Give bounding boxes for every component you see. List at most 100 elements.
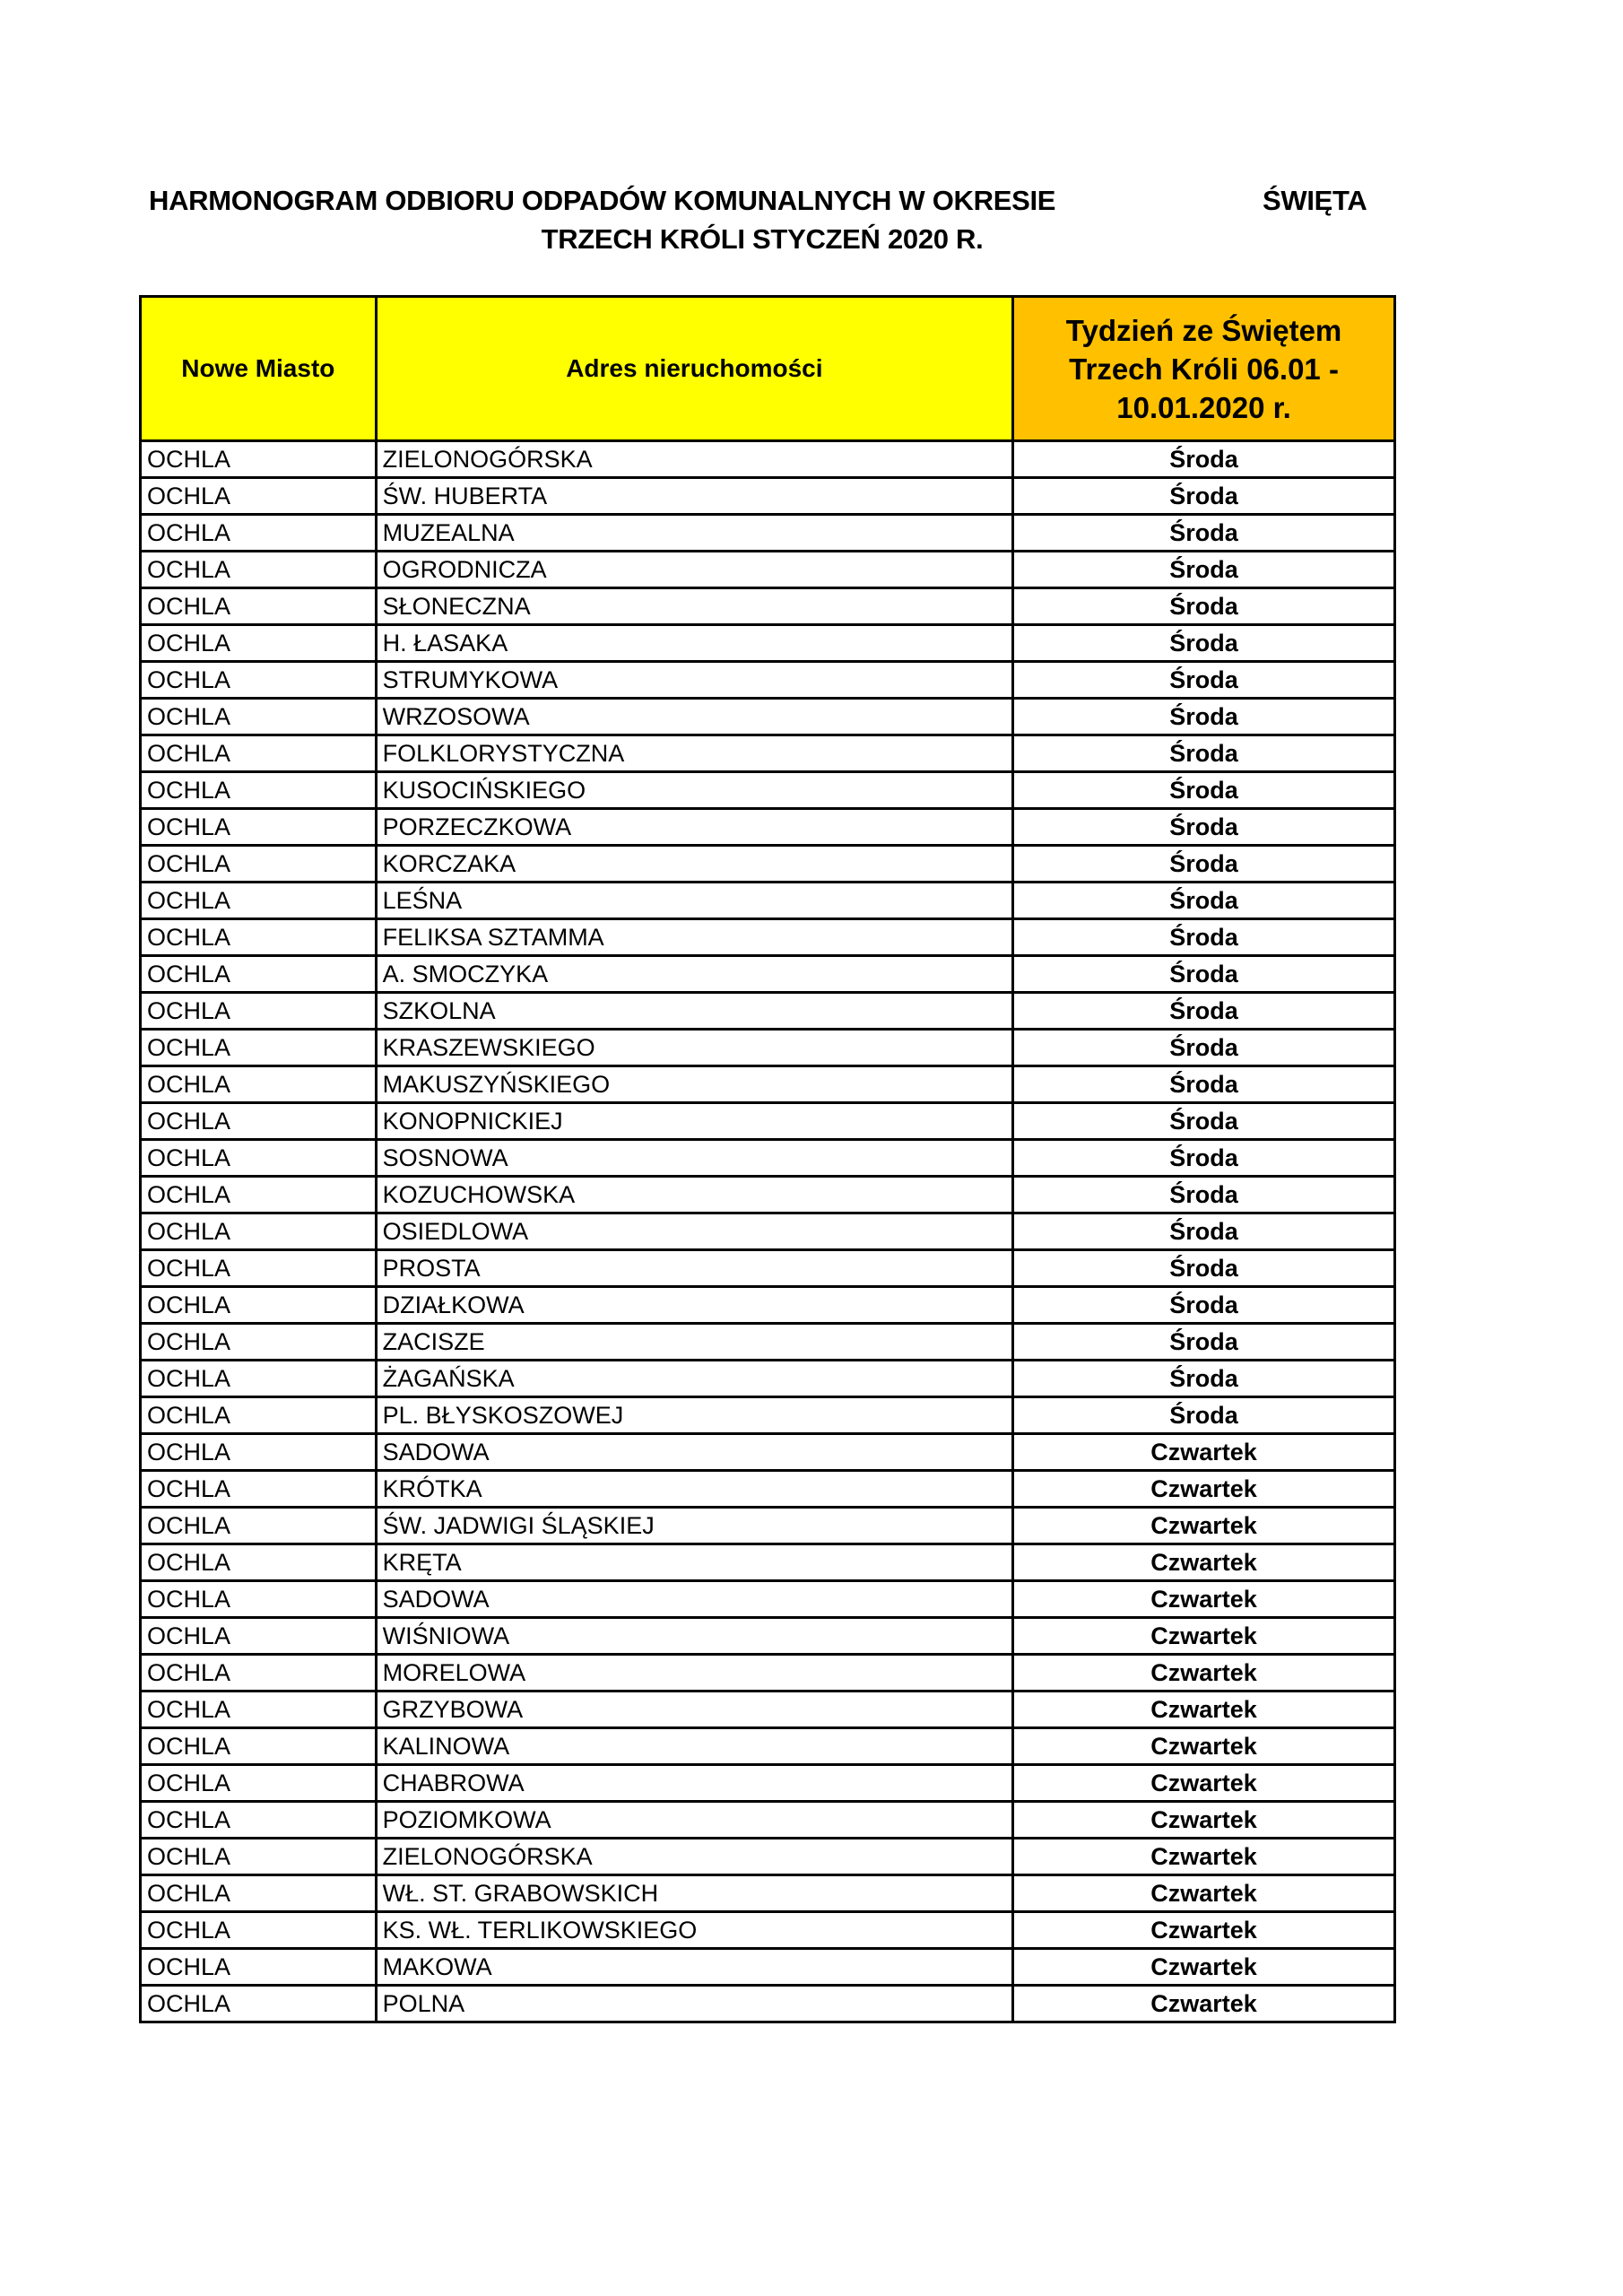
district-cell: OCHLA xyxy=(139,1910,378,1950)
address-cell: KUSOCIŃSKIEGO xyxy=(374,770,1015,810)
address-cell: ZIELONOGÓRSKA xyxy=(374,1837,1015,1876)
pickup-day-cell: Środa xyxy=(1011,1248,1396,1288)
district-cell: OCHLA xyxy=(139,550,378,589)
pickup-day-cell: Czwartek xyxy=(1011,1800,1396,1839)
district-cell: OCHLA xyxy=(139,1837,378,1876)
table-row: OCHLA A. SMOCZYKA Środa xyxy=(139,954,1396,994)
district-cell: OCHLA xyxy=(139,1763,378,1803)
pickup-day-cell: Środa xyxy=(1011,697,1396,736)
district-cell: OCHLA xyxy=(139,770,378,810)
district-cell: OCHLA xyxy=(139,697,378,736)
table-row: OCHLA SADOWA Czwartek xyxy=(139,1432,1396,1472)
table-row: OCHLA KUSOCIŃSKIEGO Środa xyxy=(139,770,1396,810)
address-cell: KS. WŁ. TERLIKOWSKIEGO xyxy=(374,1910,1015,1950)
table-row: OCHLA WŁ. ST. GRABOWSKICH Czwartek xyxy=(139,1874,1396,1913)
table-row: OCHLA FOLKLORYSTYCZNA Środa xyxy=(139,734,1396,773)
pickup-day-cell: Środa xyxy=(1011,734,1396,773)
district-cell: OCHLA xyxy=(139,1175,378,1214)
table-row: OCHLA LEŚNA Środa xyxy=(139,881,1396,920)
address-cell: MAKUSZYŃSKIEGO xyxy=(374,1065,1015,1104)
table-row: OCHLA SZKOLNA Środa xyxy=(139,991,1396,1031)
address-cell: POLNA xyxy=(374,1984,1015,2023)
district-cell: OCHLA xyxy=(139,1984,378,2023)
table-row: OCHLA KRASZEWSKIEGO Środa xyxy=(139,1028,1396,1067)
table-row: OCHLA ŚW. HUBERTA Środa xyxy=(139,476,1396,516)
pickup-day-cell: Czwartek xyxy=(1011,1616,1396,1656)
address-cell: MAKOWA xyxy=(374,1947,1015,1987)
address-cell: STRUMYKOWA xyxy=(374,660,1015,700)
district-cell: OCHLA xyxy=(139,1800,378,1839)
table-row: OCHLA GRZYBOWA Czwartek xyxy=(139,1690,1396,1729)
pickup-day-cell: Środa xyxy=(1011,881,1396,920)
header-district: Nowe Miasto xyxy=(139,295,378,442)
district-cell: OCHLA xyxy=(139,1212,378,1251)
district-cell: OCHLA xyxy=(139,1653,378,1692)
pickup-day-cell: Środa xyxy=(1011,660,1396,700)
district-cell: OCHLA xyxy=(139,1396,378,1435)
table-row: OCHLA MORELOWA Czwartek xyxy=(139,1653,1396,1692)
pickup-day-cell: Czwartek xyxy=(1011,1726,1396,1766)
table-row: OCHLA ŚW. JADWIGI ŚLĄSKIEJ Czwartek xyxy=(139,1506,1396,1545)
district-cell: OCHLA xyxy=(139,587,378,626)
district-cell: OCHLA xyxy=(139,1065,378,1104)
pickup-day-cell: Środa xyxy=(1011,476,1396,516)
district-cell: OCHLA xyxy=(139,1690,378,1729)
district-cell: OCHLA xyxy=(139,1138,378,1178)
table-row: OCHLA MAKOWA Czwartek xyxy=(139,1947,1396,1987)
district-cell: OCHLA xyxy=(139,734,378,773)
district-cell: OCHLA xyxy=(139,476,378,516)
district-cell: OCHLA xyxy=(139,1285,378,1325)
pickup-day-cell: Czwartek xyxy=(1011,1984,1396,2023)
address-cell: ZACISZE xyxy=(374,1322,1015,1361)
address-cell: KALINOWA xyxy=(374,1726,1015,1766)
district-cell: OCHLA xyxy=(139,623,378,663)
pickup-day-cell: Środa xyxy=(1011,918,1396,957)
table-row: OCHLA ŻAGAŃSKA Środa xyxy=(139,1359,1396,1398)
pickup-day-cell: Środa xyxy=(1011,550,1396,589)
pickup-day-cell: Środa xyxy=(1011,587,1396,626)
pickup-day-cell: Środa xyxy=(1011,513,1396,552)
pickup-day-cell: Środa xyxy=(1011,991,1396,1031)
schedule-table: Nowe Miasto Adres nieruchomości Tydzień … xyxy=(139,295,1396,2023)
table-row: OCHLA WRZOSOWA Środa xyxy=(139,697,1396,736)
pickup-day-cell: Czwartek xyxy=(1011,1432,1396,1472)
address-cell: GRZYBOWA xyxy=(374,1690,1015,1729)
address-cell: SZKOLNA xyxy=(374,991,1015,1031)
address-cell: A. SMOCZYKA xyxy=(374,954,1015,994)
address-cell: PORZECZKOWA xyxy=(374,807,1015,847)
district-cell: OCHLA xyxy=(139,881,378,920)
address-cell: SŁONECZNA xyxy=(374,587,1015,626)
table-row: OCHLA ZIELONOGÓRSKA Środa xyxy=(139,439,1396,479)
pickup-day-cell: Środa xyxy=(1011,954,1396,994)
table-row: OCHLA OGRODNICZA Środa xyxy=(139,550,1396,589)
header-address: Adres nieruchomości xyxy=(374,295,1015,442)
table-row: OCHLA STRUMYKOWA Środa xyxy=(139,660,1396,700)
district-cell: OCHLA xyxy=(139,1874,378,1913)
table-row: OCHLA CHABROWA Czwartek xyxy=(139,1763,1396,1803)
table-row: OCHLA KRĘTA Czwartek xyxy=(139,1543,1396,1582)
address-cell: ŚW. HUBERTA xyxy=(374,476,1015,516)
table-row: OCHLA SOSNOWA Środa xyxy=(139,1138,1396,1178)
pickup-day-cell: Środa xyxy=(1011,623,1396,663)
address-cell: DZIAŁKOWA xyxy=(374,1285,1015,1325)
address-cell: KONOPNICKIEJ xyxy=(374,1101,1015,1141)
address-cell: POZIOMKOWA xyxy=(374,1800,1015,1839)
pickup-day-cell: Czwartek xyxy=(1011,1653,1396,1692)
district-cell: OCHLA xyxy=(139,660,378,700)
address-cell: ŚW. JADWIGI ŚLĄSKIEJ xyxy=(374,1506,1015,1545)
table-row: OCHLA POLNA Czwartek xyxy=(139,1984,1396,2023)
table-row: OCHLA OSIEDLOWA Środa xyxy=(139,1212,1396,1251)
table-row: OCHLA ZIELONOGÓRSKA Czwartek xyxy=(139,1837,1396,1876)
district-cell: OCHLA xyxy=(139,1469,378,1509)
address-cell: PL. BŁYSKOSZOWEJ xyxy=(374,1396,1015,1435)
address-cell: OGRODNICZA xyxy=(374,550,1015,589)
table-row: OCHLA MUZEALNA Środa xyxy=(139,513,1396,552)
pickup-day-cell: Czwartek xyxy=(1011,1947,1396,1987)
district-cell: OCHLA xyxy=(139,1506,378,1545)
document-title-line1: HARMONOGRAM ODBIORU ODPADÓW KOMUNALNYCH … xyxy=(149,185,1056,216)
pickup-day-cell: Środa xyxy=(1011,1359,1396,1398)
address-cell: WIŚNIOWA xyxy=(374,1616,1015,1656)
address-cell: ZIELONOGÓRSKA xyxy=(374,439,1015,479)
table-row: OCHLA MAKUSZYŃSKIEGO Środa xyxy=(139,1065,1396,1104)
district-cell: OCHLA xyxy=(139,1543,378,1582)
